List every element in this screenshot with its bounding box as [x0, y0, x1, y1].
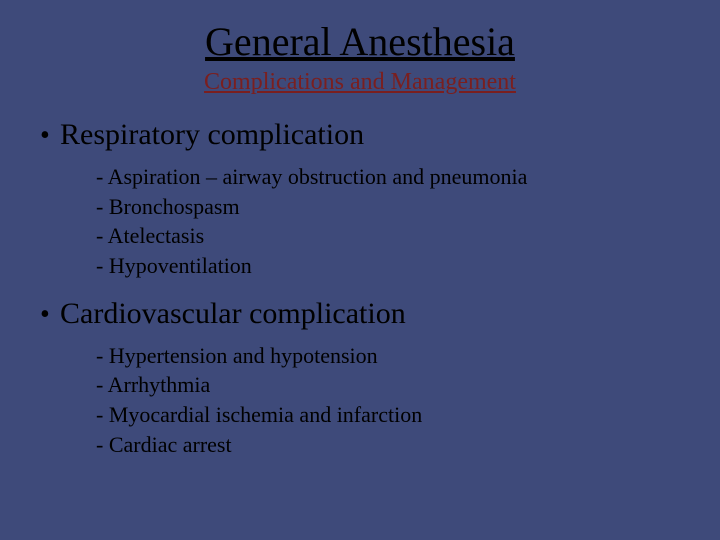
slide-title: General Anesthesia — [40, 18, 680, 65]
list-item: - Hypertension and hypotension — [96, 341, 680, 371]
slide-subtitle: Complications and Management — [40, 69, 680, 96]
content-list: • Respiratory complication - Aspiration … — [40, 118, 680, 460]
list-item: - Atelectasis — [96, 221, 680, 251]
list-item: - Cardiac arrest — [96, 430, 680, 460]
section-heading: Respiratory complication — [60, 118, 364, 152]
section-cardiovascular: • Cardiovascular complication - Hyperten… — [40, 297, 680, 460]
bullet-row: • Cardiovascular complication — [40, 297, 680, 331]
list-item: - Arrhythmia — [96, 370, 680, 400]
section-respiratory: • Respiratory complication - Aspiration … — [40, 118, 680, 281]
bullet-icon: • — [40, 301, 60, 329]
sublist: - Aspiration – airway obstruction and pn… — [96, 162, 680, 281]
list-item: - Hypoventilation — [96, 251, 680, 281]
section-heading: Cardiovascular complication — [60, 297, 406, 331]
list-item: - Aspiration – airway obstruction and pn… — [96, 162, 680, 192]
list-item: - Myocardial ischemia and infarction — [96, 400, 680, 430]
bullet-icon: • — [40, 122, 60, 150]
sublist: - Hypertension and hypotension - Arrhyth… — [96, 341, 680, 460]
slide: General Anesthesia Complications and Man… — [0, 0, 720, 540]
list-item: - Bronchospasm — [96, 192, 680, 222]
bullet-row: • Respiratory complication — [40, 118, 680, 152]
